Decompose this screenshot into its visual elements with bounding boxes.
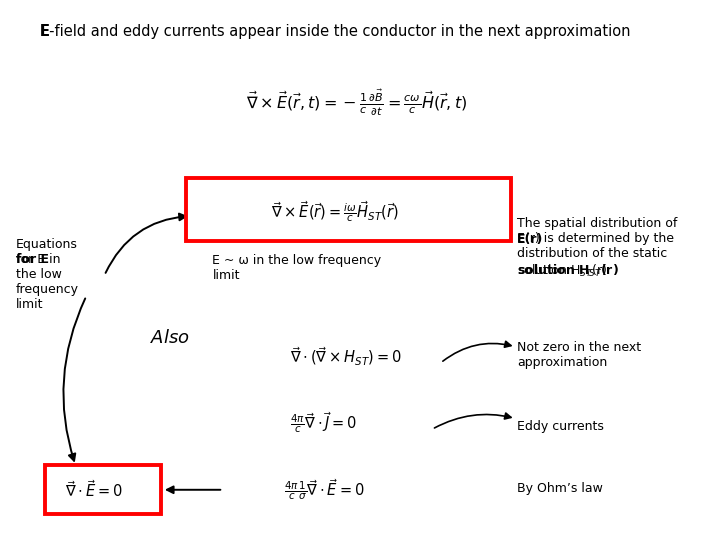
Text: $\frac{4\pi}{c}\vec{\nabla}\cdot\vec{J}=0$: $\frac{4\pi}{c}\vec{\nabla}\cdot\vec{J}=… (290, 410, 358, 435)
Text: $\mathit{Also}$: $\mathit{Also}$ (150, 329, 189, 347)
Text: $\frac{4\pi}{c}\frac{1}{\sigma}\vec{\nabla}\cdot\vec{E}=0$: $\frac{4\pi}{c}\frac{1}{\sigma}\vec{\nab… (284, 477, 364, 502)
Text: E-field and eddy currents appear inside the conductor in the next approximation: E-field and eddy currents appear inside … (40, 24, 630, 39)
Text: $\vec{\nabla}\cdot\vec{E}=0$: $\vec{\nabla}\cdot\vec{E}=0$ (65, 480, 122, 500)
Text: By Ohm’s law: By Ohm’s law (517, 482, 603, 495)
Text: E: E (40, 24, 50, 39)
Bar (45, 465, 161, 514)
Text: E(r): E(r) (517, 218, 639, 246)
Bar (186, 178, 511, 241)
Text: $\vec{\nabla}\times\vec{E}(\vec{r})=\frac{i\omega}{c}\vec{H}_{ST}(\vec{r})$: $\vec{\nabla}\times\vec{E}(\vec{r})=\fra… (271, 199, 399, 224)
Text: Equations
for E in
the low
frequency
limit: Equations for E in the low frequency lim… (16, 238, 79, 310)
Text: $\vec{\nabla} \times \vec{E}(\vec{r},t)=-\frac{1}{c}\frac{\partial \vec{B}}{\par: $\vec{\nabla} \times \vec{E}(\vec{r},t)=… (246, 88, 467, 117)
Text: solution H$_{ST}$(r): solution H$_{ST}$(r) (517, 218, 639, 279)
Text: Not zero in the next
approximation: Not zero in the next approximation (517, 341, 641, 369)
Text: $\vec{\nabla}\cdot(\vec{\nabla}\times H_{ST})=0$: $\vec{\nabla}\cdot(\vec{\nabla}\times H_… (289, 345, 402, 368)
Text: E ~ ω in the low frequency
limit: E ~ ω in the low frequency limit (212, 254, 382, 282)
Text: for E: for E (16, 238, 60, 266)
Text: Eddy currents: Eddy currents (517, 420, 604, 433)
Text: The spatial distribution of
E(r) is determined by the
distribution of the static: The spatial distribution of E(r) is dete… (517, 217, 678, 279)
